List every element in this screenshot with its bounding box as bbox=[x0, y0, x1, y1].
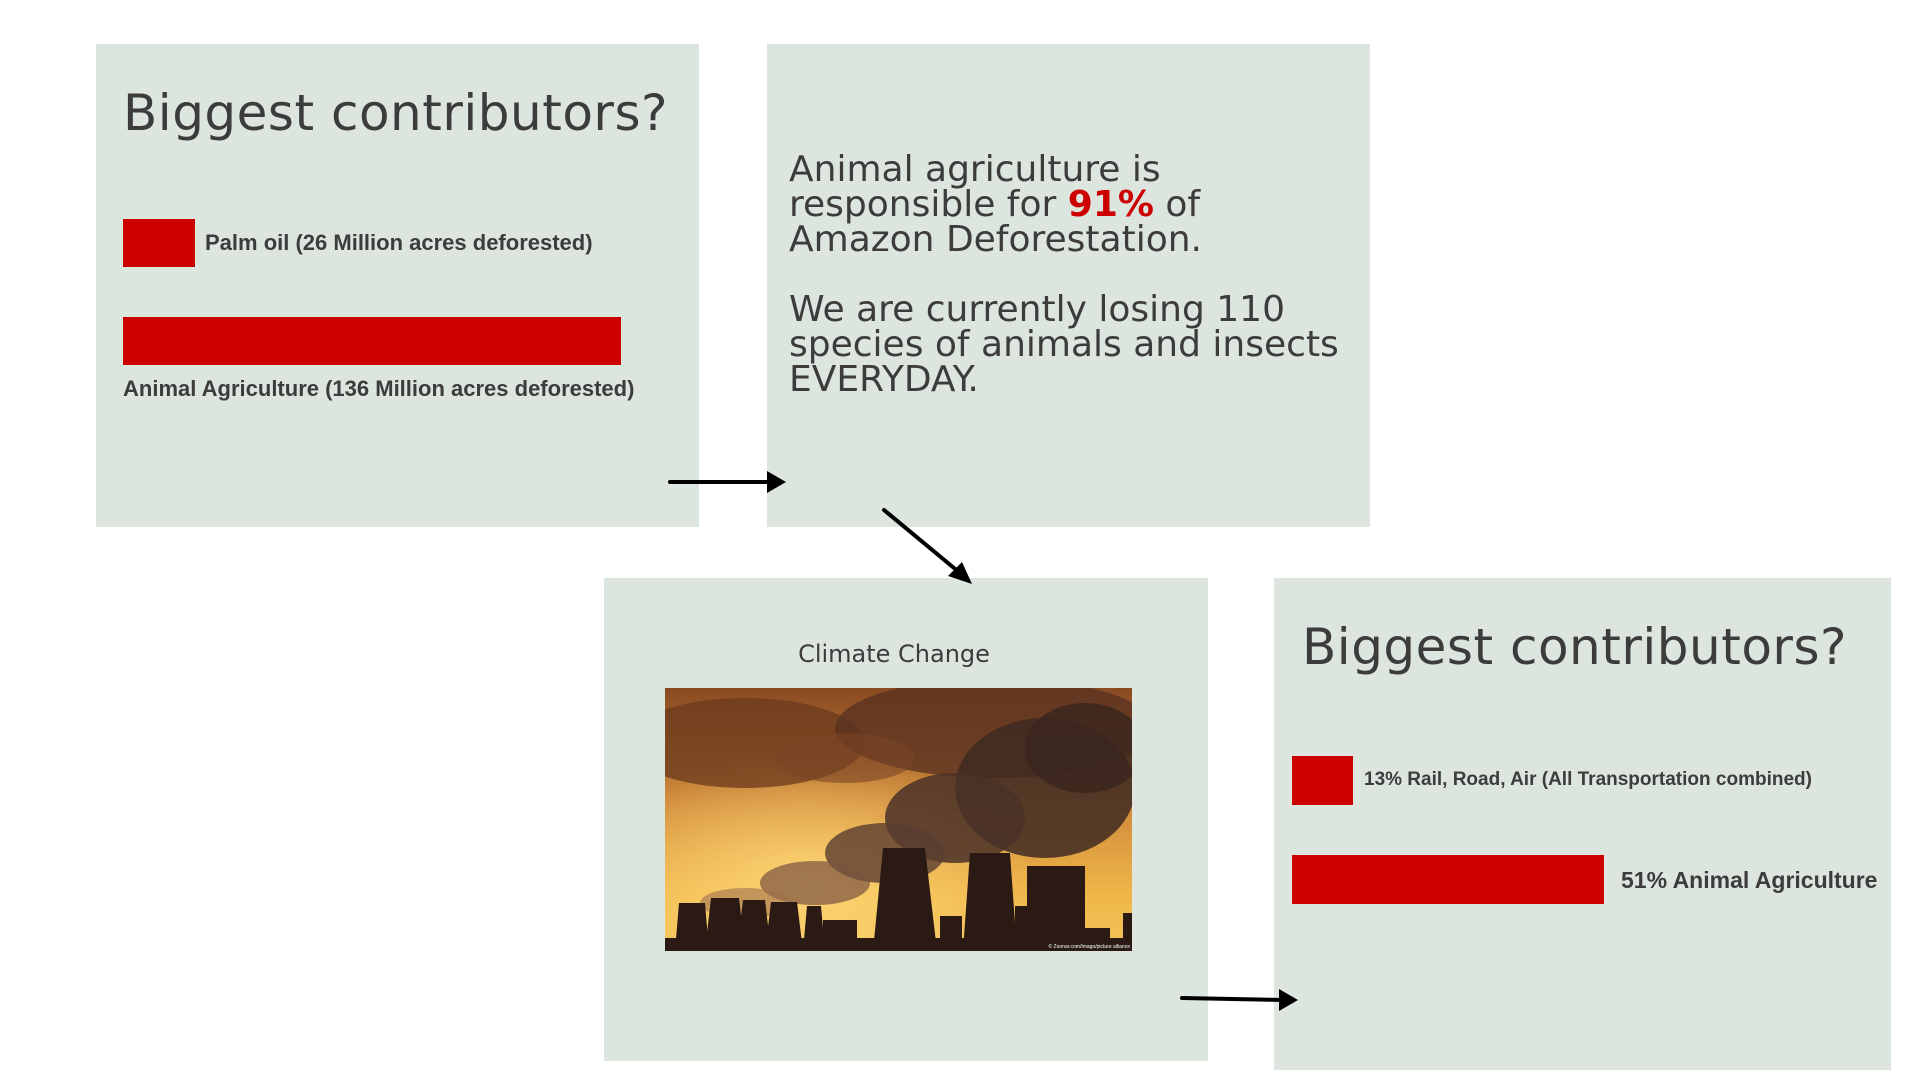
arrow-right-icon bbox=[1180, 989, 1298, 1011]
bar-label-transportation: 13% Rail, Road, Air (All Transportation … bbox=[1364, 769, 1812, 790]
slide-card-amazon-facts: Animal agriculture is responsible for 91… bbox=[767, 44, 1370, 527]
fact-highlight-percent: 91% bbox=[1067, 184, 1154, 225]
slide-card-emissions: Biggest contributors? 13% Rail, Road, Ai… bbox=[1274, 578, 1891, 1070]
slide-heading: Biggest contributors? bbox=[123, 84, 669, 142]
slide-heading: Biggest contributors? bbox=[1302, 618, 1848, 676]
bar-label-animal-agriculture: 51% Animal Agriculture bbox=[1621, 867, 1878, 893]
bar-palm-oil bbox=[123, 219, 195, 267]
arrow-right-icon bbox=[668, 471, 786, 493]
bar-animal-agriculture bbox=[1292, 855, 1604, 904]
fact-species-loss: We are currently losing 110 species of a… bbox=[789, 289, 1339, 400]
fact-amazon-post: of Amazon Deforestation. bbox=[789, 184, 1202, 260]
fact-amazon-pre: Animal agriculture is responsible for bbox=[789, 149, 1161, 225]
bar-transportation bbox=[1292, 756, 1353, 805]
power-plant-smoke-photo: © Zoonar.com/Imago/picture alliance bbox=[665, 688, 1132, 951]
bar-label-animal-agriculture: Animal Agriculture (136 Million acres de… bbox=[123, 376, 635, 401]
bar-animal-agriculture bbox=[123, 317, 621, 365]
photo-credit: © Zoonar.com/Imago/picture alliance bbox=[1048, 944, 1130, 950]
slide-card-climate-change: Climate Change bbox=[604, 578, 1208, 1061]
fact-text: Animal agriculture is responsible for 91… bbox=[789, 149, 1349, 400]
fact-amazon: Animal agriculture is responsible for 91… bbox=[789, 149, 1349, 260]
bar-label-palm-oil: Palm oil (26 Million acres deforested) bbox=[205, 230, 593, 255]
slide-title: Climate Change bbox=[798, 640, 990, 668]
slide-card-palm-oil: Biggest contributors? Palm oil (26 Milli… bbox=[96, 44, 699, 527]
arrow-down-right-icon bbox=[882, 508, 972, 584]
